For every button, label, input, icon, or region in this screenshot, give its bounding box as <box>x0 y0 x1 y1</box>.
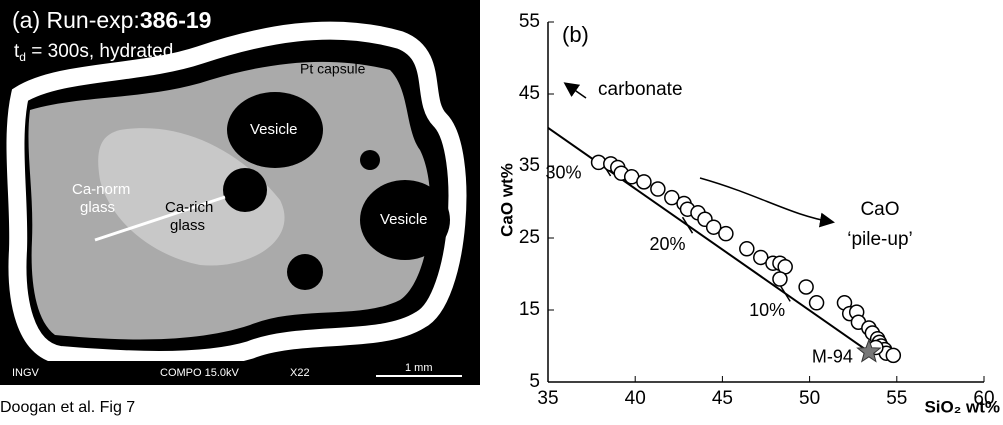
data-point <box>719 227 733 241</box>
data-point <box>810 296 824 310</box>
x-tick-label: 50 <box>799 388 820 409</box>
caption: Doogan et al. Fig 7 <box>0 399 135 416</box>
data-point <box>651 182 665 196</box>
x-tick-label: 40 <box>625 388 646 409</box>
line-tick <box>683 217 693 233</box>
arrow <box>566 84 586 98</box>
annotation: carbonate <box>598 79 683 100</box>
y-tick-label: 15 <box>519 299 540 320</box>
y-tick-label: 55 <box>519 11 540 32</box>
line-tick-label: 20% <box>650 234 686 254</box>
sem-footer: INGV <box>12 367 40 379</box>
arrow <box>700 178 832 222</box>
sem-footer: X22 <box>290 367 310 379</box>
data-point <box>773 272 787 286</box>
annotation: ‘pile-up’ <box>847 229 912 250</box>
y-tick-label: 45 <box>519 83 540 104</box>
data-point <box>637 175 651 189</box>
y-tick-label: 35 <box>519 155 540 176</box>
vesicle-label: Vesicle <box>250 121 298 138</box>
panel-label: (b) <box>562 22 589 47</box>
x-tick-label: 45 <box>712 388 733 409</box>
data-point <box>886 348 900 362</box>
line-tick-label: 30% <box>546 163 582 183</box>
line-tick <box>780 285 790 301</box>
sem-footer: COMPO 15.0kV <box>160 367 240 379</box>
reference-label: M-94 <box>812 347 853 367</box>
annotation: CaO <box>860 199 899 220</box>
figure: (a) Run-exp:386-19 td = 300s, hydrated P… <box>0 0 1003 420</box>
x-tick-label: 55 <box>886 388 907 409</box>
data-point <box>799 280 813 294</box>
data-point <box>740 242 754 256</box>
x-axis-label: SiO₂ wt% <box>924 397 1000 416</box>
time-label: td = 300s, hydrated <box>14 41 173 64</box>
vesicle-label: Vesicle <box>380 211 428 228</box>
line-tick-label: 10% <box>749 300 785 320</box>
x-tick-label: 35 <box>537 388 558 409</box>
y-tick-label: 25 <box>519 227 540 248</box>
panel-a-label: (a) Run-exp:386-19 <box>12 7 211 33</box>
sem-footer: 1 mm <box>405 362 433 374</box>
y-axis-label: CaO wt% <box>497 163 516 237</box>
capsule-label: Pt capsule <box>300 61 366 77</box>
